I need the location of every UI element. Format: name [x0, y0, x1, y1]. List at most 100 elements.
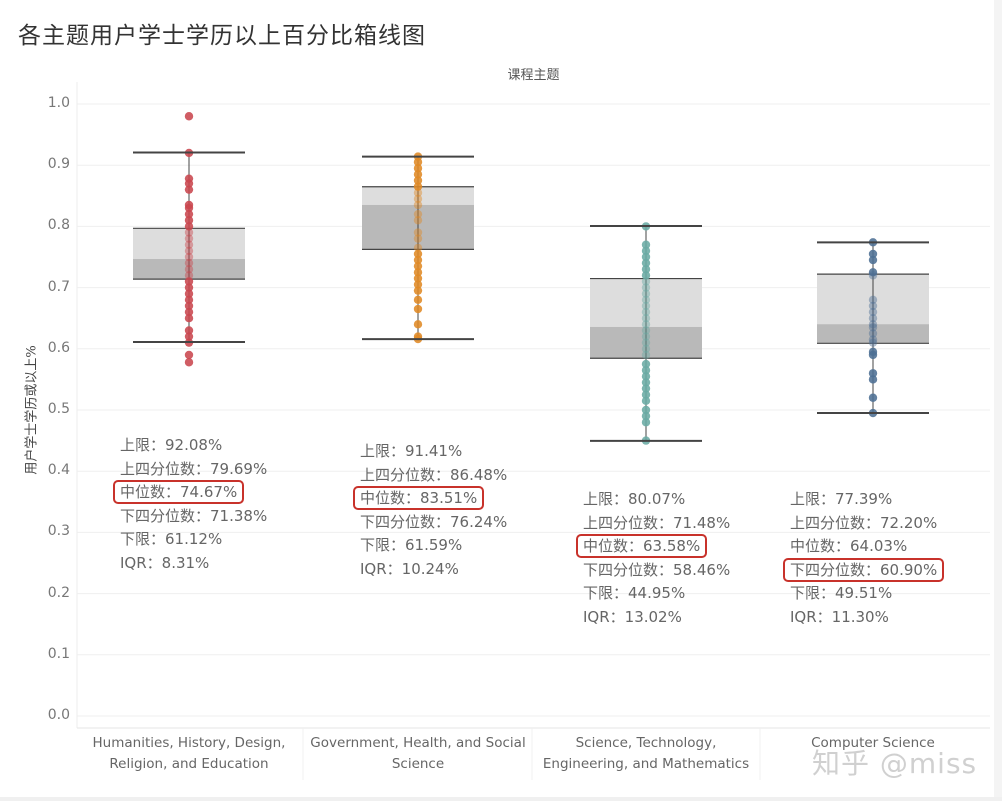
stat-row: 上限：92.08%: [120, 434, 267, 458]
stat-row: 下限：49.51%: [790, 582, 941, 606]
data-point: [413, 176, 423, 185]
stat-label: 中位数：: [790, 537, 851, 555]
data-point: [184, 240, 194, 249]
data-point: [868, 350, 878, 360]
stat-label: 下限：: [583, 584, 629, 602]
y-tick-label: 0.1: [47, 645, 70, 662]
stat-value: 64.03%: [850, 537, 908, 555]
data-point: [868, 335, 878, 344]
data-point: [413, 188, 423, 197]
data-point: [641, 240, 651, 249]
stat-value: 92.08%: [165, 436, 223, 454]
stat-value: 58.46%: [673, 560, 731, 579]
stat-row: 下四分位数：60.90%: [782, 557, 945, 583]
data-point: [641, 411, 651, 421]
y-tick-label: 0.6: [47, 339, 70, 356]
stat-row: 中位数：74.67%: [112, 480, 267, 505]
stat-text: 下四分位数：71.38%: [120, 507, 267, 525]
data-point: [413, 268, 423, 277]
data-point: [184, 271, 194, 280]
data-point: [641, 295, 651, 305]
watermark: 知乎 @miss: [812, 747, 978, 780]
stat-row: IQR：8.31%: [120, 552, 267, 576]
data-point: [641, 320, 651, 329]
stat-label: 下四分位数：: [360, 512, 451, 531]
stat-row: 中位数：64.03%: [790, 535, 941, 559]
data-point: [184, 358, 194, 367]
y-tick-label: 0.0: [47, 707, 70, 723]
x-category-label-line: Engineering, and Mathematics: [542, 756, 750, 772]
stat-row: 上限：77.39%: [790, 488, 941, 512]
stat-value: 61.12%: [165, 530, 223, 548]
stat-value: 71.38%: [210, 506, 268, 525]
stat-label: 下限：: [120, 530, 166, 548]
stat-label: IQR：: [120, 553, 162, 572]
data-point: [184, 326, 194, 335]
data-point: [413, 320, 423, 329]
stats-block: 上限：80.07% 上四分位数：71.48% 中位数：63.58% 下四分位数：58.…: [575, 488, 730, 629]
stat-value: 80.07%: [628, 490, 686, 508]
stat-text: 上限：92.08%: [120, 436, 222, 454]
stat-label: 中位数：: [120, 483, 181, 501]
stat-text: 下四分位数：58.46%: [583, 561, 730, 579]
stat-text: 下四分位数：76.24%: [360, 513, 507, 531]
stat-label: 中位数：: [583, 537, 644, 555]
stat-label: 上四分位数：: [120, 459, 211, 478]
stat-label: 上限：: [120, 436, 166, 454]
stat-value: 44.95%: [628, 584, 686, 602]
data-point: [868, 375, 878, 384]
stat-label: 上四分位数：: [583, 513, 674, 532]
stat-value: 71.48%: [673, 513, 731, 532]
data-point: [641, 359, 651, 369]
column-header: 课程主题: [507, 68, 560, 83]
data-point: [641, 283, 651, 292]
data-point: [641, 252, 651, 262]
stat-value: 13.02%: [624, 607, 682, 626]
data-point: [641, 350, 651, 360]
data-point: [184, 283, 194, 292]
x-category-label: Science, Technology, Engineering, and Mat…: [531, 733, 761, 775]
data-point: [868, 268, 878, 277]
stat-value: 49.51%: [835, 584, 893, 602]
data-point: [641, 332, 651, 341]
data-point: [413, 194, 423, 204]
highlighted-stat: 中位数：83.51%: [352, 486, 485, 510]
x-category-label-line: Science, Technology,: [575, 735, 717, 751]
data-point: [184, 277, 194, 286]
stat-text: 下限：61.12%: [120, 530, 222, 548]
data-point: [413, 209, 423, 219]
stat-value: 83.51%: [420, 489, 478, 507]
stat-row: 上四分位数：72.20%: [790, 512, 941, 536]
stat-value: 79.69%: [210, 459, 268, 478]
highlighted-stat: 中位数：74.67%: [112, 480, 245, 504]
data-point: [184, 350, 194, 360]
data-point: [641, 378, 651, 387]
y-tick-label: 0.3: [47, 523, 70, 540]
data-point: [413, 164, 423, 173]
stat-label: IQR：: [790, 607, 832, 626]
y-tick-label: 1.0: [47, 95, 70, 111]
data-point: [413, 274, 423, 283]
y-tick-label: 0.4: [47, 462, 70, 479]
data-point: [641, 390, 651, 399]
y-tick-label: 0.2: [47, 584, 70, 601]
data-point: [868, 307, 878, 317]
data-point: [641, 372, 651, 381]
stat-label: IQR：: [583, 607, 625, 626]
stat-label: 上四分位数：: [790, 513, 881, 532]
stat-text: IQR：10.24%: [360, 560, 459, 578]
stat-label: 上限：: [790, 490, 836, 508]
data-point: [868, 301, 878, 311]
data-point: [868, 369, 878, 378]
stat-value: 61.59%: [405, 536, 463, 554]
stat-row: 上限：80.07%: [583, 488, 730, 512]
stat-text: IQR：11.30%: [790, 608, 889, 626]
y-tick-label: 0.9: [47, 156, 70, 173]
data-point: [184, 258, 194, 268]
stat-text: 上四分位数：71.48%: [583, 514, 730, 532]
data-point: [868, 323, 878, 332]
stat-text: 上限：77.39%: [790, 490, 892, 508]
stat-row: 下四分位数：71.38%: [120, 505, 267, 529]
highlighted-stat: 中位数：63.58%: [575, 534, 708, 558]
data-point: [413, 200, 423, 210]
